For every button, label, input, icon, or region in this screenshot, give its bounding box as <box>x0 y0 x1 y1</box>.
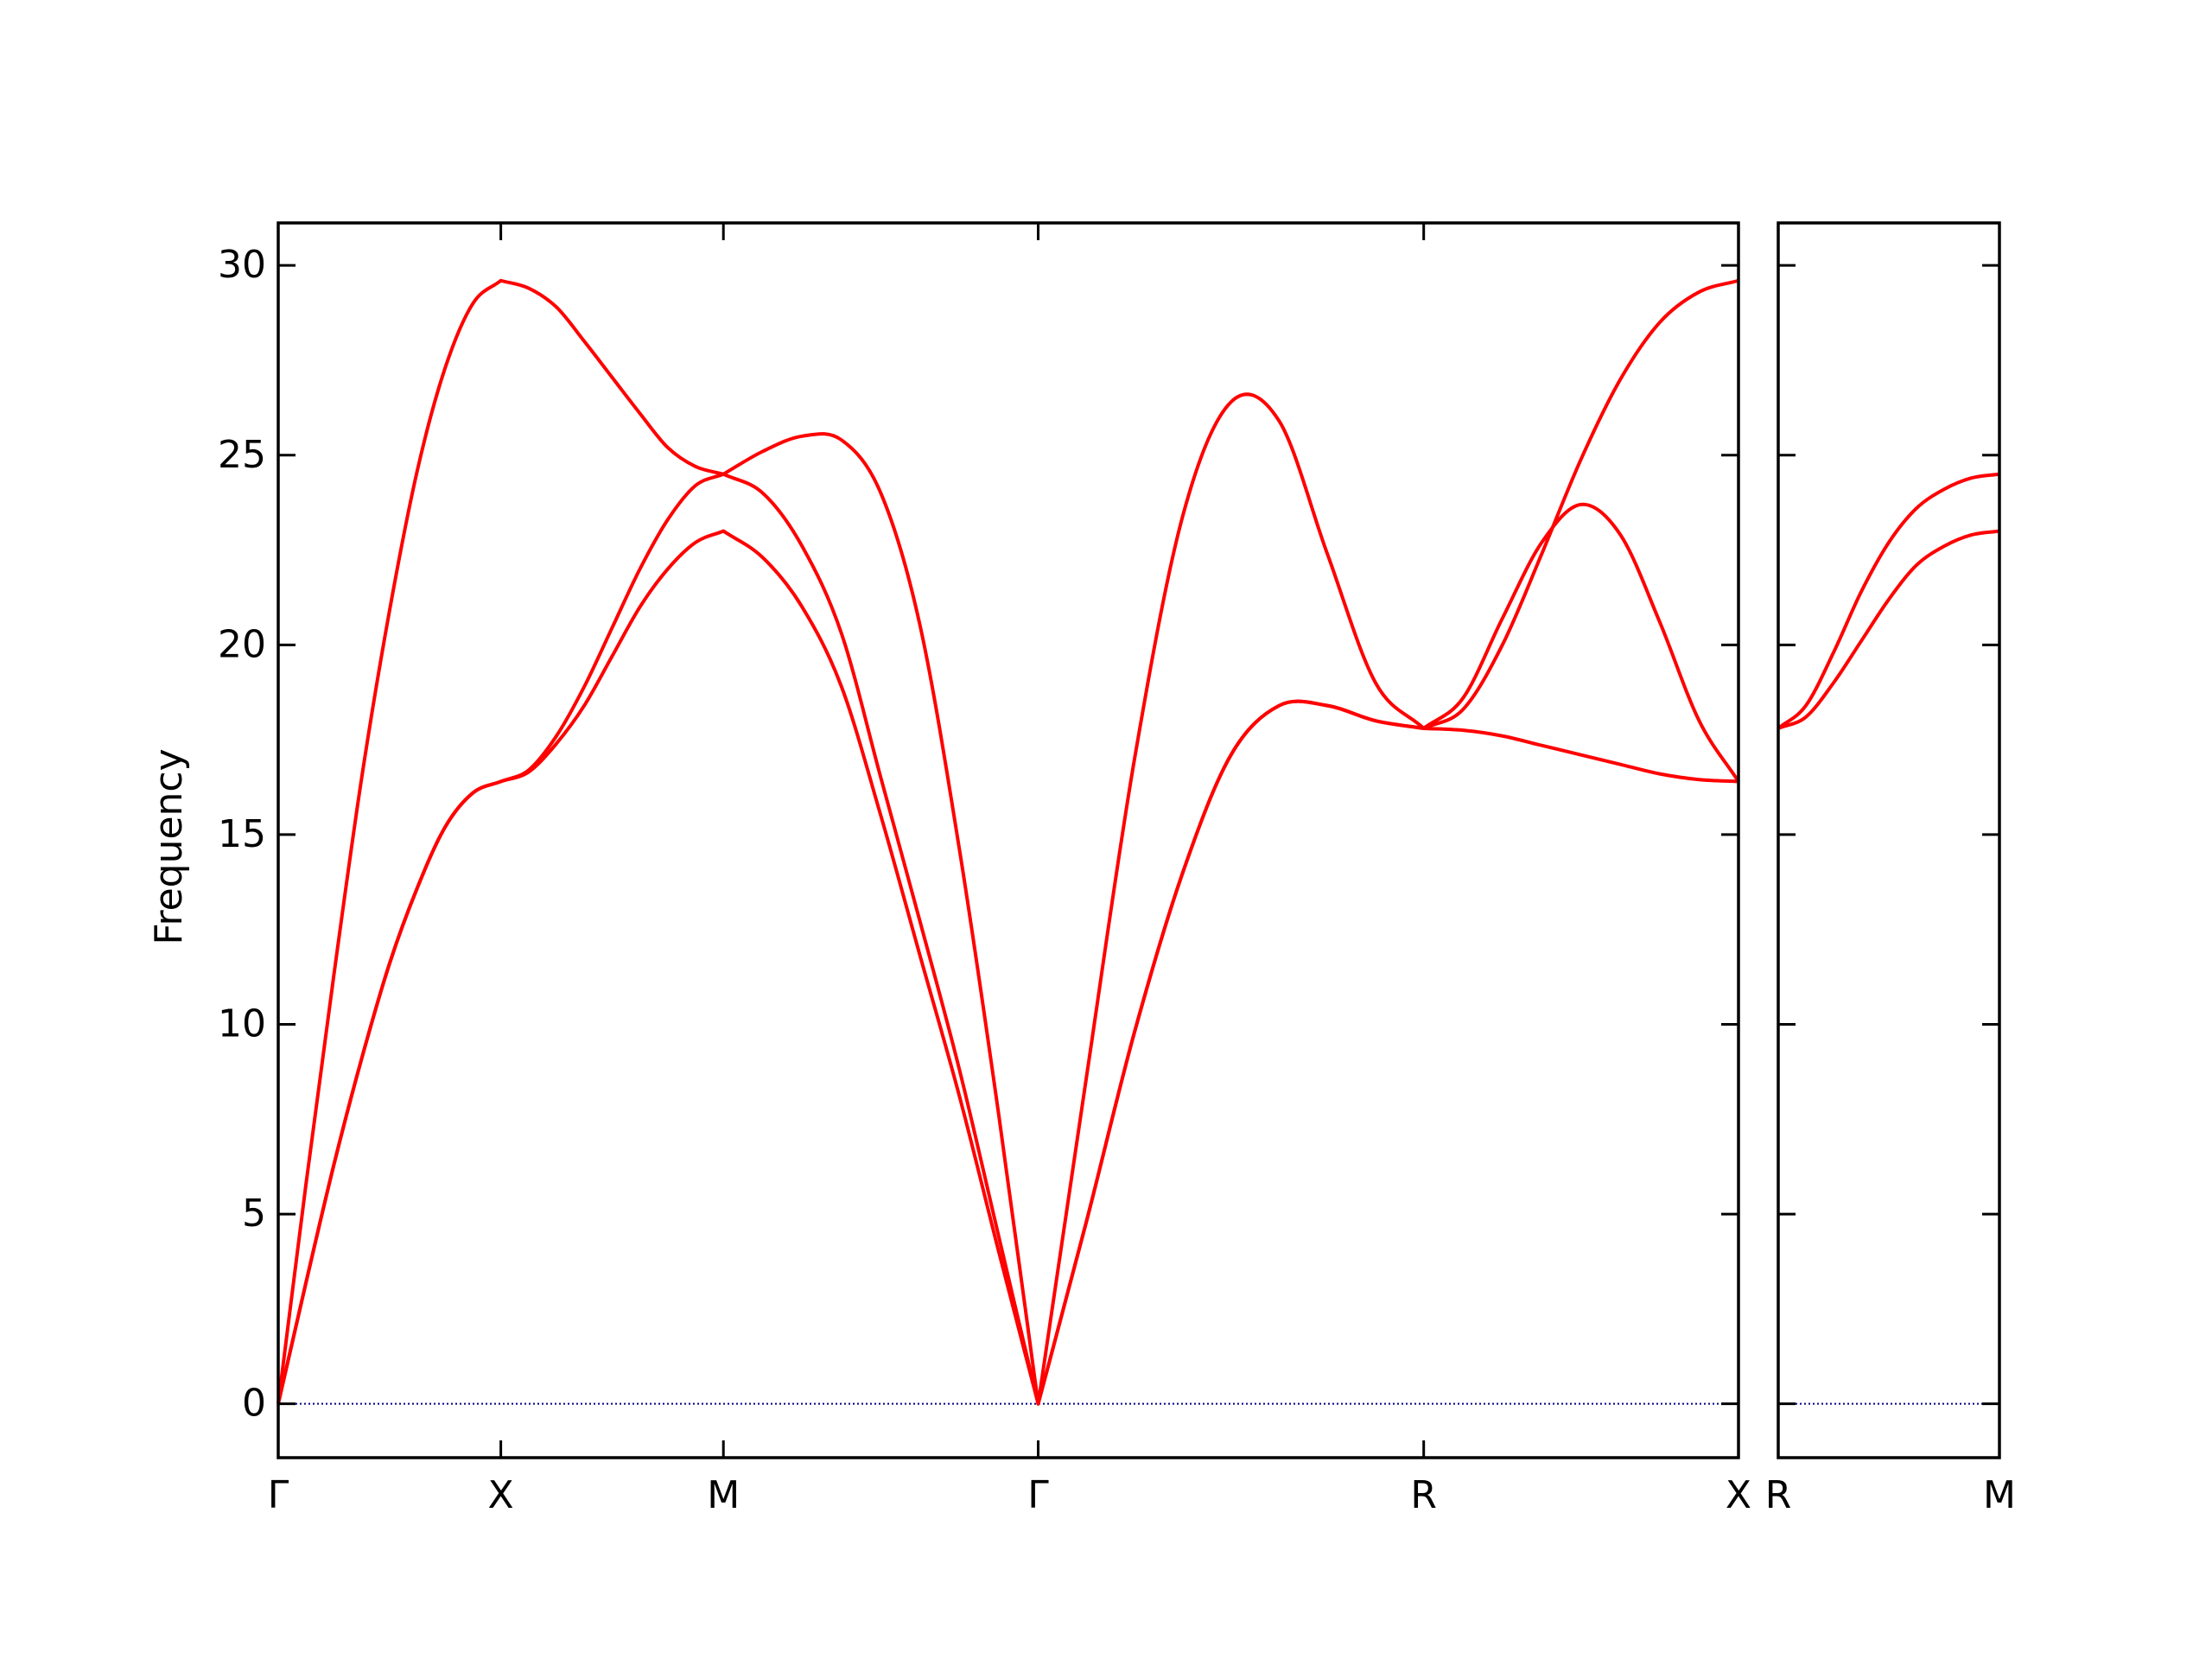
x-tick-label: R <box>1765 1473 1792 1517</box>
plot-frame <box>276 221 1740 1459</box>
x-tick-label: M <box>707 1473 740 1517</box>
y-tick-label: 30 <box>218 243 266 287</box>
x-tick-label: X <box>488 1473 514 1517</box>
x-tick-label: X <box>1726 1473 1751 1517</box>
y-axis-label: Frequency <box>147 748 191 944</box>
y-tick-label: 20 <box>218 622 266 666</box>
band-line <box>1777 529 2000 730</box>
y-tick-label: 15 <box>218 812 266 856</box>
band-line <box>276 278 1739 1406</box>
y-tick-label: 10 <box>218 1001 266 1046</box>
y-tick-label: 5 <box>242 1192 266 1236</box>
y-tick-label: 25 <box>218 433 266 477</box>
x-tick-label: Γ <box>1027 1473 1049 1517</box>
x-tick-label: M <box>1983 1473 2016 1517</box>
plot-frame <box>1777 221 2001 1459</box>
band-line <box>1777 472 2000 730</box>
x-tick-label: Γ <box>268 1473 289 1517</box>
y-tick-label: 0 <box>242 1382 266 1426</box>
band-line <box>276 472 1740 1406</box>
x-tick-label: R <box>1410 1473 1437 1517</box>
